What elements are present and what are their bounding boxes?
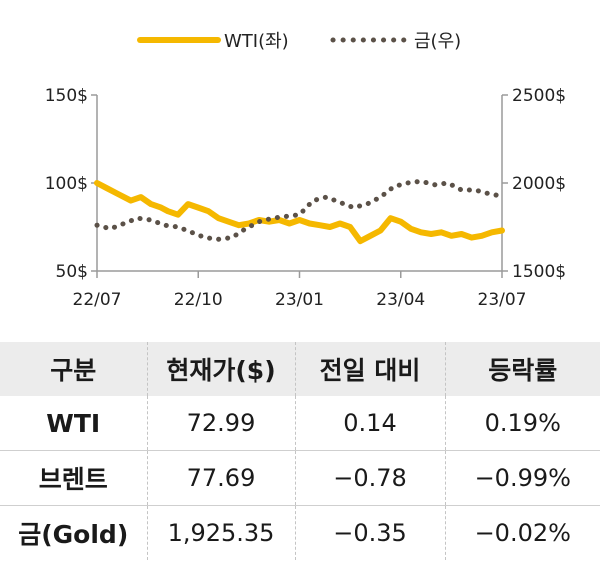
current-price: 1,925.35: [146, 505, 295, 560]
row-label: 브렌트: [38, 465, 108, 494]
axes: 150$ 100$ 50$ 2500$ 2000$ 1500$ 22/07 22/10 23/0…: [45, 86, 566, 310]
row-label: WTI: [46, 408, 101, 438]
current-price: 72.99: [146, 396, 295, 451]
legend-label-gold: 금(우): [414, 31, 461, 52]
x-tick-label: 23/07: [478, 290, 527, 310]
legend: WTI(좌) 금(우): [137, 31, 461, 52]
dual-axis-line-chart: WTI(좌) 금(우) 150$ 100$ 50$ 2500$ 2000$ 1500$ 22/…: [45, 31, 566, 310]
y-right-tick-label: 2000$: [512, 174, 566, 194]
series-line-gold: [94, 178, 505, 242]
table-row-gold: 금(Gold) 1,925.35 −0.35 −0.02%: [0, 505, 600, 560]
series-line-wti: [94, 180, 505, 245]
header-change-rate: 등락률: [444, 342, 600, 396]
x-tick-label: 22/10: [174, 290, 223, 310]
legend-label-wti: WTI(좌): [224, 31, 289, 52]
x-tick-label: 23/01: [275, 290, 324, 310]
header-category: 구분: [0, 342, 147, 396]
row-label: 금(Gold): [18, 520, 129, 549]
y-right-tick-label: 1500$: [512, 262, 566, 282]
change: −0.78: [294, 450, 445, 506]
change: 0.14: [294, 396, 445, 451]
x-tick-label: 23/04: [376, 290, 425, 310]
plot-area: [94, 178, 505, 245]
y-left-tick-label: 150$: [45, 86, 88, 106]
header-change: 전일 대비: [294, 342, 445, 396]
change-rate: 0.19%: [444, 396, 600, 451]
change-rate: −0.99%: [444, 450, 600, 506]
change-rate: −0.02%: [444, 505, 600, 560]
table-row-wti: WTI 72.99 0.14 0.19%: [0, 396, 600, 451]
change: −0.35: [294, 505, 445, 560]
current-price: 77.69: [146, 450, 295, 506]
header-current-price: 현재가($): [146, 342, 295, 396]
y-left-tick-label: 50$: [56, 262, 88, 282]
table-row-brent: 브렌트 77.69 −0.78 −0.99%: [0, 450, 600, 506]
y-right-tick-label: 2500$: [512, 86, 566, 106]
price-table: 구분 현재가($) 전일 대비 등락률 WTI 72.99 0.14 0.19%…: [0, 342, 600, 560]
table-header-row: 구분 현재가($) 전일 대비 등락률: [0, 342, 600, 396]
x-tick-label: 22/07: [73, 290, 122, 310]
y-left-tick-label: 100$: [45, 174, 88, 194]
